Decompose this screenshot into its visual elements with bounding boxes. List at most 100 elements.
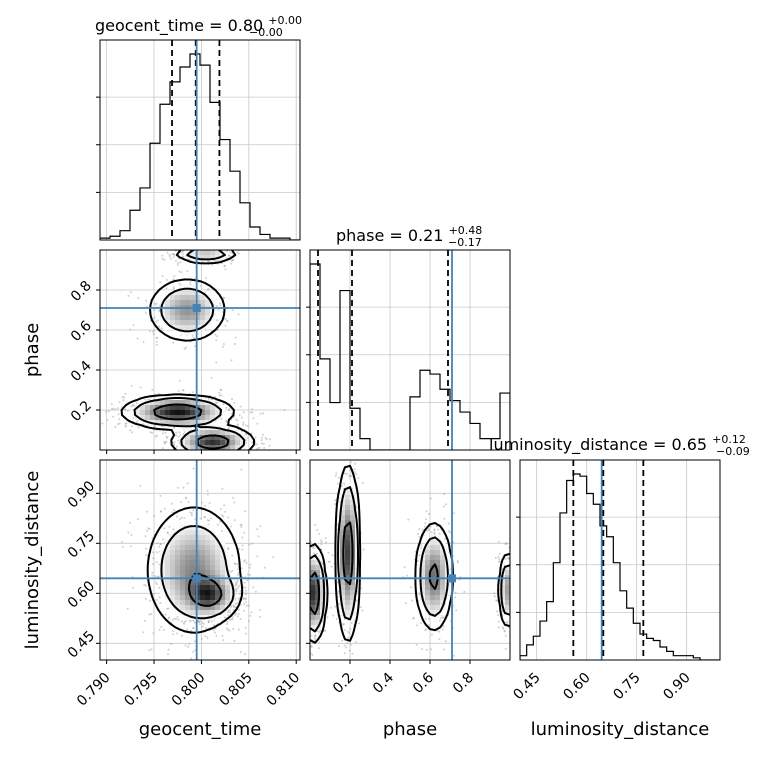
sample-point (161, 254, 164, 257)
sample-point (189, 454, 191, 456)
density-cell (230, 440, 236, 446)
sample-point (190, 512, 193, 515)
density-cell (190, 555, 196, 561)
sample-point (181, 634, 183, 637)
sample-point (246, 437, 249, 439)
sample-point (320, 539, 323, 542)
sample-point (210, 620, 213, 623)
sample-point (327, 551, 330, 554)
panel-frame (99, 249, 301, 451)
density-cell (180, 590, 186, 596)
sample-point (202, 453, 204, 455)
sample-point (177, 618, 180, 621)
sample-point (231, 569, 234, 572)
sample-point (496, 610, 498, 613)
sample-point (235, 602, 238, 605)
density-cell (180, 600, 186, 606)
density-cell (190, 525, 196, 531)
sample-point (163, 425, 166, 428)
density-cell (215, 530, 221, 536)
density-cell (205, 585, 211, 591)
sample-point (127, 531, 130, 534)
sample-point (231, 456, 233, 458)
sample-point (353, 468, 356, 471)
sample-point (302, 578, 304, 580)
sample-point (238, 252, 241, 255)
sample-point (352, 452, 354, 454)
density-cell (180, 320, 186, 326)
sample-point (244, 510, 247, 513)
sample-point (124, 392, 127, 395)
sample-point (177, 389, 180, 392)
sample-point (259, 412, 262, 415)
sample-point (214, 234, 216, 236)
sample-point (302, 594, 304, 596)
density-cell (210, 250, 216, 256)
sample-point (302, 581, 304, 583)
sample-point (313, 545, 315, 548)
sample-point (262, 433, 264, 436)
sample-point (206, 489, 209, 492)
sample-point (92, 417, 94, 419)
density-cell (215, 570, 221, 576)
sample-point (497, 614, 500, 617)
sample-point (191, 391, 194, 394)
sample-point (438, 532, 441, 535)
density-cell (195, 605, 201, 611)
sample-point (163, 628, 165, 631)
sample-point (165, 687, 167, 689)
sample-point (308, 589, 310, 591)
sample-point (248, 574, 251, 576)
sample-point (238, 547, 241, 550)
sample-point (240, 468, 243, 471)
sample-point (236, 579, 239, 582)
sample-point (245, 604, 248, 607)
density-cell (180, 570, 186, 576)
sample-point (215, 361, 218, 364)
sample-point (358, 622, 361, 625)
density-cell (215, 560, 221, 566)
sample-point (306, 612, 308, 614)
density-cell (195, 290, 201, 296)
sample-point (221, 530, 224, 532)
sample-point (326, 616, 329, 619)
sample-point (219, 508, 222, 510)
sample-point (160, 510, 162, 513)
sample-point (236, 563, 239, 565)
density-cell (200, 420, 206, 426)
sample-point (515, 587, 517, 589)
sample-point (236, 568, 239, 571)
sample-point (210, 246, 212, 248)
density-cell (160, 310, 166, 316)
sample-point (172, 509, 175, 511)
density-cell (205, 555, 211, 561)
density-cell (195, 435, 201, 441)
sample-point (158, 325, 161, 328)
sample-point (296, 600, 298, 602)
sample-point (177, 262, 179, 265)
density-cell (225, 580, 231, 586)
hist-clip (310, 250, 510, 450)
density-cell (210, 540, 216, 546)
density-cell (185, 445, 191, 450)
density-cell (165, 310, 171, 316)
sample-point (302, 622, 304, 624)
density-cell (175, 555, 181, 561)
density-cell (210, 570, 216, 576)
sample-point (349, 693, 351, 695)
density-cell (185, 560, 191, 566)
density-cell (220, 410, 226, 416)
sample-point (511, 572, 513, 574)
sample-point (341, 639, 344, 642)
density-cell (190, 285, 196, 291)
sample-point (194, 345, 197, 348)
sample-point (511, 597, 513, 599)
sample-point (221, 634, 224, 637)
density-cell (235, 430, 241, 436)
sample-point (235, 581, 238, 584)
density-cell (145, 405, 151, 411)
sample-point (209, 247, 211, 249)
sample-point (302, 603, 304, 605)
density-cell (190, 550, 196, 556)
sample-point (106, 418, 109, 421)
